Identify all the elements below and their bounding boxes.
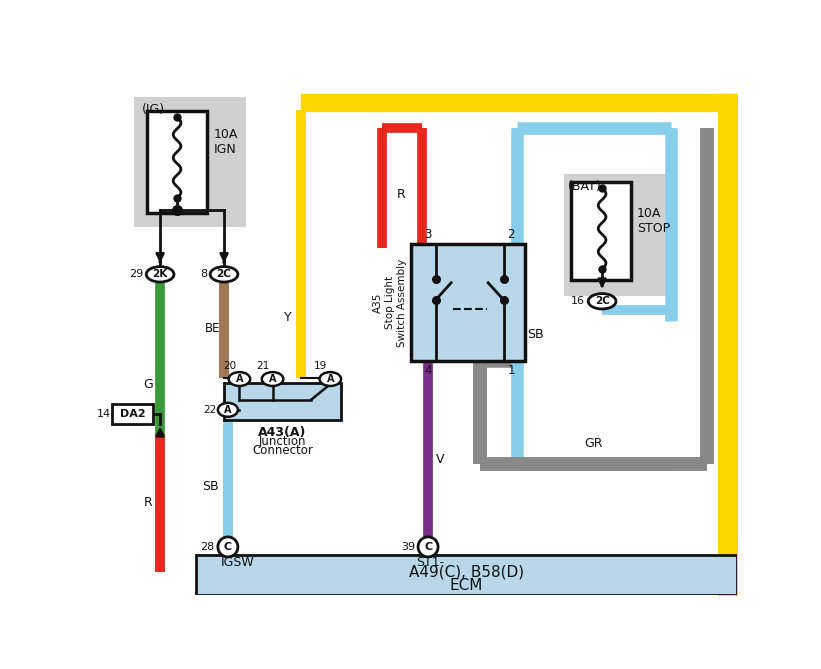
Text: 22: 22 <box>203 405 216 415</box>
Text: IGSW: IGSW <box>221 556 255 569</box>
Circle shape <box>218 537 238 557</box>
Text: 20: 20 <box>223 361 236 371</box>
Text: GR: GR <box>585 437 603 450</box>
Ellipse shape <box>218 403 238 417</box>
Text: Junction: Junction <box>259 436 306 448</box>
Text: 16: 16 <box>571 296 585 306</box>
Ellipse shape <box>588 294 616 309</box>
Text: 39: 39 <box>401 542 415 552</box>
Ellipse shape <box>146 267 174 282</box>
Text: ECM: ECM <box>450 578 483 593</box>
Text: A35
Stop Light
Switch Assembly: A35 Stop Light Switch Assembly <box>374 259 406 347</box>
Ellipse shape <box>262 372 283 386</box>
Text: 10A
IGN: 10A IGN <box>214 128 238 156</box>
Text: DA2: DA2 <box>120 409 145 419</box>
Text: R: R <box>397 188 406 201</box>
Text: 28: 28 <box>200 542 215 552</box>
Text: C: C <box>224 542 232 552</box>
Text: A: A <box>224 405 232 415</box>
FancyBboxPatch shape <box>195 555 737 595</box>
Text: BE: BE <box>204 322 220 334</box>
Circle shape <box>418 537 438 557</box>
Text: 3: 3 <box>424 228 432 242</box>
Text: V: V <box>436 453 444 466</box>
Text: 2K: 2K <box>153 270 167 280</box>
Text: 19: 19 <box>314 361 328 371</box>
FancyBboxPatch shape <box>411 244 525 361</box>
Text: Y: Y <box>284 311 291 324</box>
Text: A: A <box>236 374 243 384</box>
Text: A49(C), B58(D): A49(C), B58(D) <box>409 564 524 579</box>
FancyBboxPatch shape <box>112 405 154 424</box>
FancyBboxPatch shape <box>563 174 673 296</box>
Text: C: C <box>424 542 432 552</box>
Text: SB: SB <box>202 480 218 493</box>
Text: 21: 21 <box>256 361 269 371</box>
FancyBboxPatch shape <box>224 383 341 420</box>
Ellipse shape <box>228 372 250 386</box>
Bar <box>571 182 631 280</box>
Ellipse shape <box>319 372 341 386</box>
Text: 14: 14 <box>97 409 111 419</box>
Text: 4: 4 <box>424 365 432 377</box>
Text: SB: SB <box>526 328 544 341</box>
FancyBboxPatch shape <box>134 97 245 227</box>
Text: 10A
STOP: 10A STOP <box>637 207 670 235</box>
Text: 2C: 2C <box>217 270 232 280</box>
Text: 2: 2 <box>507 228 515 242</box>
Text: 29: 29 <box>129 270 143 280</box>
Text: 1: 1 <box>507 365 515 377</box>
Text: 2C: 2C <box>594 296 609 306</box>
Ellipse shape <box>210 267 238 282</box>
Text: A43(A): A43(A) <box>259 426 307 439</box>
Text: (BAT): (BAT) <box>568 181 602 193</box>
Text: Connector: Connector <box>252 444 313 457</box>
Text: 8: 8 <box>200 270 207 280</box>
Bar <box>147 111 207 213</box>
Text: (IG): (IG) <box>142 104 165 116</box>
Text: R: R <box>144 496 153 508</box>
Text: G: G <box>144 378 154 391</box>
Text: A: A <box>268 374 277 384</box>
Text: A: A <box>327 374 334 384</box>
Text: ST1-: ST1- <box>416 556 444 569</box>
